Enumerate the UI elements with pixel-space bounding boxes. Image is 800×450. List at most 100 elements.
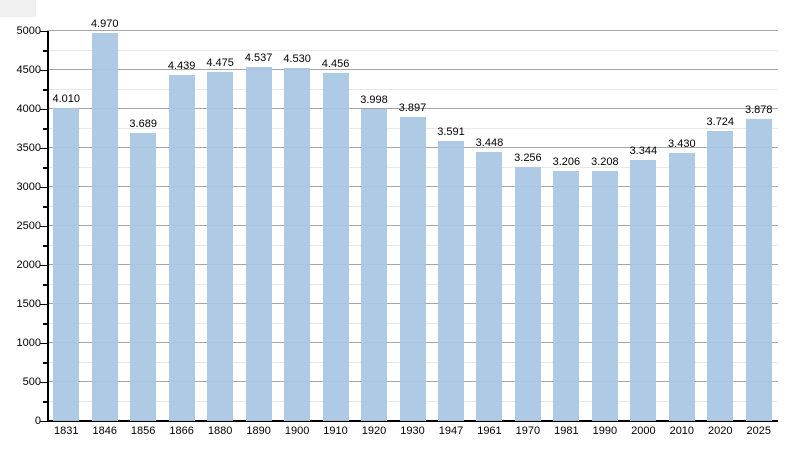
x-tick-label-2025: 2025 xyxy=(746,425,771,437)
value-label-2000: 3.344 xyxy=(629,145,658,158)
bar-1990 xyxy=(591,170,618,421)
y-minor-tick xyxy=(43,323,47,325)
y-tick-label-1000: 1000 xyxy=(16,337,41,349)
x-tick-label-2010: 2010 xyxy=(669,425,695,437)
y-tick-label-4000: 4000 xyxy=(16,103,41,115)
value-label-1866: 4.439 xyxy=(167,59,196,72)
y-tick-label-4500: 4500 xyxy=(16,64,41,76)
minor-gridline xyxy=(47,49,778,51)
y-tick-label-3000: 3000 xyxy=(16,181,41,193)
y-major-tick xyxy=(40,147,47,149)
x-tick-label-1930: 1930 xyxy=(400,425,425,437)
x-tick-label-1910: 1910 xyxy=(323,425,348,437)
plot-area: 4.010 4.970 3.689 4.439 4.475 4.537 4.530 4.456… xyxy=(47,18,778,421)
y-major-tick xyxy=(40,30,47,32)
y-major-tick xyxy=(40,342,47,344)
value-label-1890: 4.537 xyxy=(244,52,273,65)
x-tick-label-1866: 1866 xyxy=(169,425,194,437)
value-label-1900: 4.530 xyxy=(283,52,311,65)
x-tick-label-1900: 1900 xyxy=(284,425,310,437)
value-label-1930: 3.897 xyxy=(398,102,427,115)
y-tick-label-500: 500 xyxy=(22,376,41,388)
bar-1910 xyxy=(322,73,349,421)
bar-1880 xyxy=(207,71,234,421)
y-major-tick xyxy=(40,225,47,227)
value-label-1970: 3.256 xyxy=(514,152,542,165)
bar-1866 xyxy=(168,74,195,421)
y-major-tick xyxy=(40,303,47,305)
bar-1900 xyxy=(284,67,311,421)
x-tick-label-1947: 1947 xyxy=(438,425,464,437)
value-label-2020: 3.724 xyxy=(706,115,735,128)
major-gridline xyxy=(47,69,778,70)
y-tick-label-0: 0 xyxy=(34,415,41,427)
value-label-1880: 4.475 xyxy=(206,56,234,69)
value-label-1910: 4.456 xyxy=(321,58,350,71)
bar-1970 xyxy=(514,167,541,421)
y-major-tick xyxy=(40,264,47,266)
y-tick-label-5000: 5000 xyxy=(16,25,41,37)
y-axis-line xyxy=(47,31,49,421)
x-tick-label-1846: 1846 xyxy=(92,425,117,437)
bar-1981 xyxy=(553,170,580,421)
y-major-tick xyxy=(40,69,47,71)
value-label-1856: 3.689 xyxy=(129,118,157,131)
y-minor-tick xyxy=(43,167,47,169)
x-tick-label-1890: 1890 xyxy=(246,425,271,437)
bar-1947 xyxy=(437,140,464,421)
x-tick-label-1880: 1880 xyxy=(207,425,233,437)
bar-1890 xyxy=(245,67,272,421)
value-label-1920: 3.998 xyxy=(360,94,388,107)
y-tick-label-2500: 2500 xyxy=(16,220,41,232)
value-label-1990: 3.208 xyxy=(591,155,619,168)
y-minor-tick xyxy=(43,50,47,52)
bar-1961 xyxy=(476,152,503,421)
value-label-1981: 3.206 xyxy=(552,155,581,168)
y-major-tick xyxy=(40,108,47,110)
x-axis-line xyxy=(47,420,778,422)
y-major-tick xyxy=(40,381,47,383)
bar-1846 xyxy=(91,33,118,421)
major-gridline xyxy=(47,108,778,109)
y-tick-label-3500: 3500 xyxy=(16,142,41,154)
y-major-tick xyxy=(40,420,47,422)
x-tick-label-1920: 1920 xyxy=(361,425,387,437)
y-minor-tick xyxy=(43,284,47,286)
y-minor-tick xyxy=(43,206,47,208)
bar-1920 xyxy=(361,109,388,421)
x-tick-label-1856: 1856 xyxy=(130,425,156,437)
bar-1930 xyxy=(399,117,426,421)
bar-2010 xyxy=(668,153,695,421)
value-label-1831: 4.010 xyxy=(52,93,80,106)
bar-2000 xyxy=(630,160,657,421)
y-minor-tick xyxy=(43,362,47,364)
y-minor-tick xyxy=(43,245,47,247)
major-gridline xyxy=(47,30,778,31)
value-label-1947: 3.591 xyxy=(437,125,465,138)
y-minor-tick xyxy=(43,89,47,91)
y-minor-tick xyxy=(43,128,47,130)
x-tick-label-2020: 2020 xyxy=(708,425,733,437)
value-label-2025: 3.878 xyxy=(744,103,773,116)
bar-2025 xyxy=(745,118,772,421)
bar-1856 xyxy=(130,133,157,421)
x-tick-label-1961: 1961 xyxy=(477,425,502,437)
value-label-1961: 3.448 xyxy=(475,137,504,150)
value-label-2010: 3.430 xyxy=(668,138,696,151)
y-major-tick xyxy=(40,186,47,188)
x-tick-label-1990: 1990 xyxy=(592,425,618,437)
y-tick-label-2000: 2000 xyxy=(16,259,41,271)
x-tick-label-1970: 1970 xyxy=(515,425,541,437)
x-tick-label-1831: 1831 xyxy=(53,425,79,437)
bar-2020 xyxy=(707,130,734,421)
y-tick-label-1500: 1500 xyxy=(16,298,41,310)
corner-artifact xyxy=(0,0,36,17)
x-tick-label-2000: 2000 xyxy=(631,425,656,437)
value-label-1846: 4.970 xyxy=(90,18,119,31)
bar-1831 xyxy=(53,108,80,421)
y-minor-tick xyxy=(43,401,47,403)
x-tick-label-1981: 1981 xyxy=(554,425,579,437)
minor-gridline xyxy=(47,88,778,90)
